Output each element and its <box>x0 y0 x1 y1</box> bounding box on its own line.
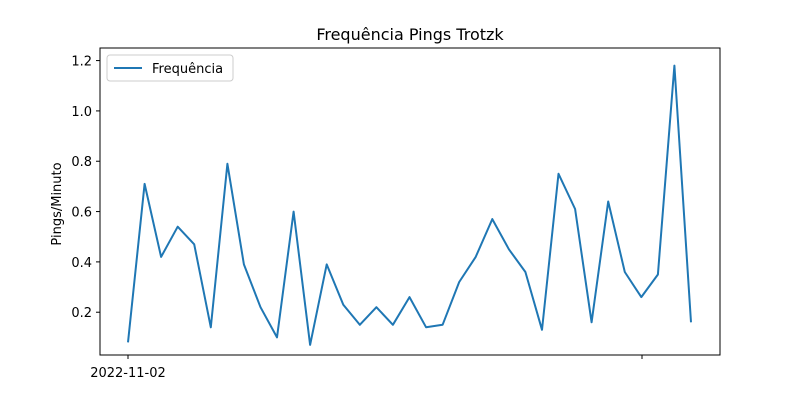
chart-title: Frequência Pings Trotzk <box>316 25 504 44</box>
axis-ticks: 0.2 0.4 0.6 0.8 1.0 1.2 2022-11-02 <box>71 55 643 381</box>
y-tick-label: 1.0 <box>71 105 92 120</box>
y-tick-label: 1.2 <box>71 55 92 70</box>
series-line-frequencia <box>127 64 692 346</box>
x-tick-label: 2022-11-02 <box>90 366 166 381</box>
y-axis-label: Pings/Minuto <box>50 162 65 245</box>
plot-area-frame <box>99 47 721 356</box>
y-tick-label: 0.6 <box>71 206 92 221</box>
y-tick-label: 0.4 <box>71 256 92 271</box>
plot-series <box>127 64 692 346</box>
legend: Frequência <box>106 54 234 82</box>
y-tick-label: 0.8 <box>71 155 92 170</box>
legend-label: Frequência <box>152 62 223 77</box>
legend-box <box>106 54 234 82</box>
y-tick-label: 0.2 <box>71 306 92 321</box>
